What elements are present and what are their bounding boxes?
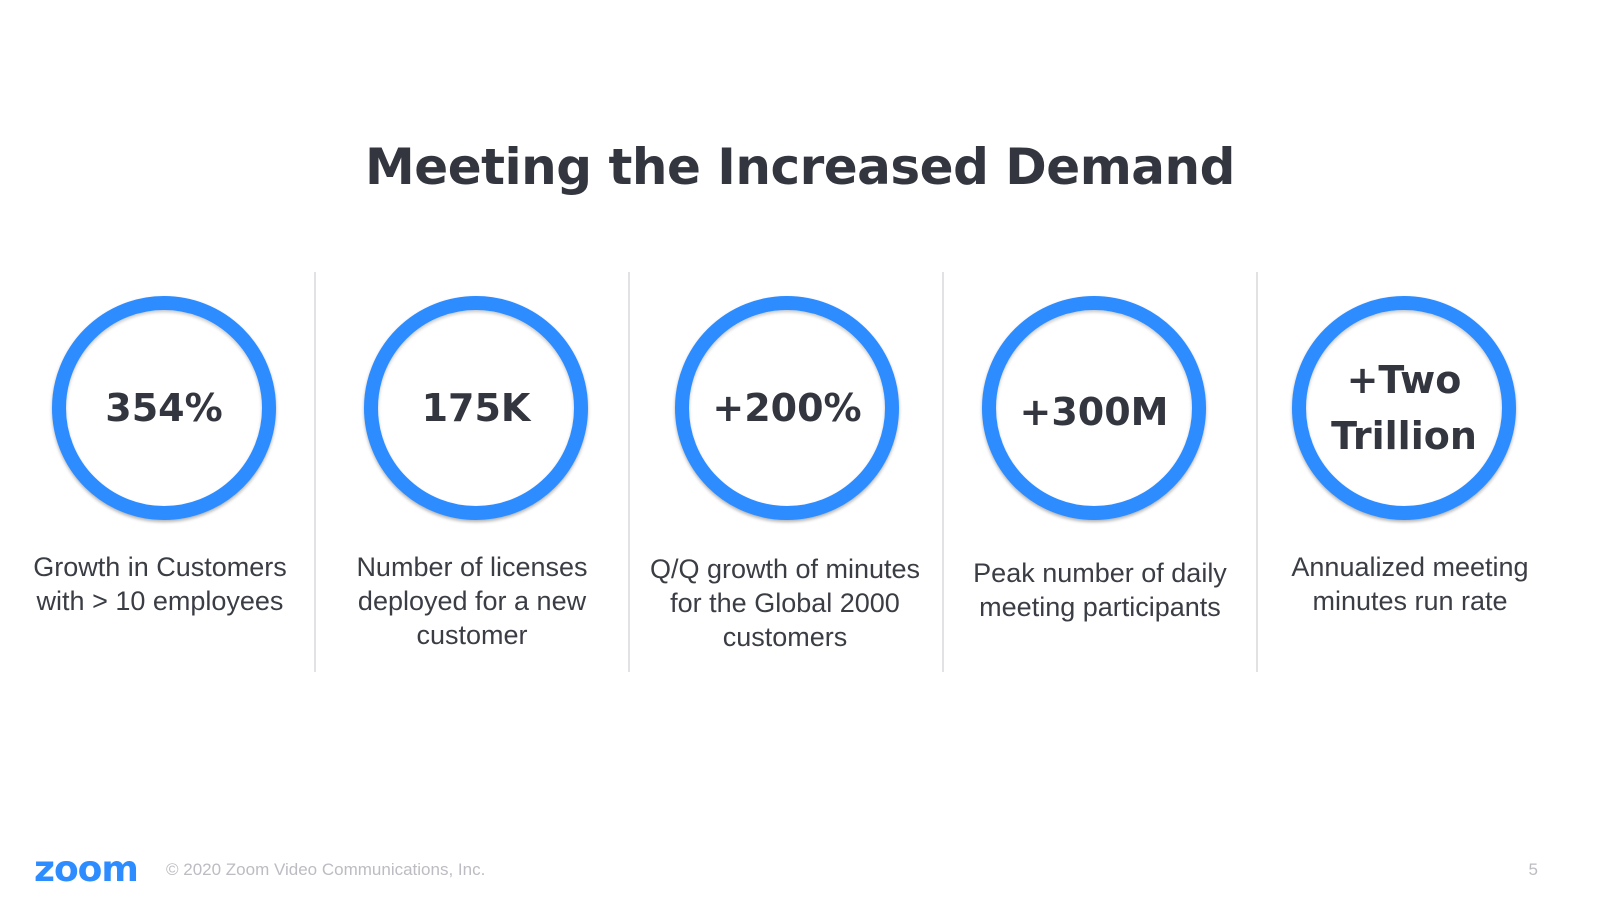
footer: zoom © 2020 Zoom Video Communications, I… xyxy=(0,850,1600,890)
slide-title: Meeting the Increased Demand xyxy=(365,138,1235,196)
stat-description: Number of licenses deployed for a new cu… xyxy=(356,552,588,650)
divider xyxy=(1256,272,1258,672)
divider xyxy=(314,272,316,672)
stat-value: 175K xyxy=(421,386,531,430)
stat-ring: 175K xyxy=(364,296,588,520)
copyright-text: © 2020 Zoom Video Communications, Inc. xyxy=(166,860,486,879)
stat-description: Growth in Customers with > 10 employees xyxy=(33,552,287,616)
stat-ring: 354% xyxy=(52,296,276,520)
stat-value: +300M xyxy=(1019,390,1169,434)
stat-description: Peak number of daily meeting participant… xyxy=(973,558,1227,622)
stat-ring: +Two Trillion xyxy=(1292,296,1516,520)
stat-card-minutes-growth: +200% Q/Q growth of minutes for the Glob… xyxy=(628,272,950,672)
stats-row: 354% Growth in Customers with > 10 emplo… xyxy=(0,272,1600,672)
stat-ring: +200% xyxy=(675,296,899,520)
stat-ring: +300M xyxy=(982,296,1206,520)
stat-value: +200% xyxy=(712,386,862,430)
stat-value: +Two Trillion xyxy=(1331,358,1477,458)
page-number: 5 xyxy=(1528,860,1538,879)
stat-card-daily-participants: +300M Peak number of daily meeting parti… xyxy=(942,272,1264,672)
stat-description: Annualized meeting minutes run rate xyxy=(1291,552,1529,616)
stat-value: 354% xyxy=(105,386,223,430)
divider xyxy=(942,272,944,672)
zoom-logo: zoom xyxy=(34,849,139,890)
divider xyxy=(628,272,630,672)
stat-card-annual-minutes: +Two Trillion Annualized meeting minutes… xyxy=(1256,272,1578,672)
stat-description: Q/Q growth of minutes for the Global 200… xyxy=(649,554,921,652)
stat-card-customers-growth: 354% Growth in Customers with > 10 emplo… xyxy=(0,272,322,672)
stat-card-licenses: 175K Number of licenses deployed for a n… xyxy=(314,272,636,672)
